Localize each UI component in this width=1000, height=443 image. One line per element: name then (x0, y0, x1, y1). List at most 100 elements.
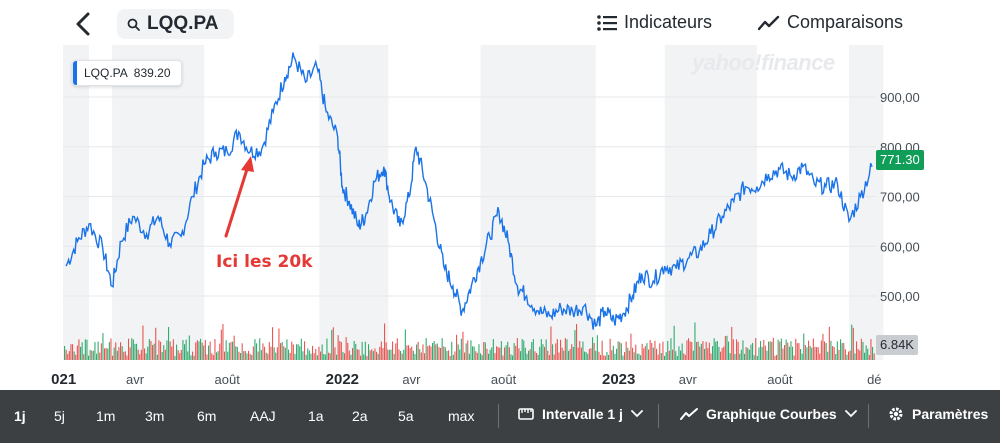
volume-bar (348, 350, 350, 360)
volume-bar (256, 343, 258, 360)
range-1a[interactable]: 1a (308, 408, 324, 424)
volume-bar (496, 346, 498, 360)
volume-bar (652, 347, 654, 360)
volume-bar (564, 338, 566, 360)
volume-bar (825, 343, 827, 360)
range-3m[interactable]: 3m (145, 408, 165, 424)
volume-bar (209, 341, 211, 360)
symbol-search[interactable]: LQQ.PA (117, 9, 234, 39)
volume-bar (804, 345, 806, 360)
volume-bar (486, 348, 488, 360)
volume-bar (640, 355, 642, 360)
volume-bar (238, 351, 240, 360)
volume-bar (768, 341, 770, 360)
volume-bar (398, 349, 400, 360)
x-tick-label: avr (126, 372, 145, 387)
volume-bar (604, 355, 606, 360)
volume-bar (571, 344, 573, 360)
volume-bar (171, 346, 173, 360)
volume-bar (211, 353, 213, 360)
range-1j[interactable]: 1j (14, 408, 26, 424)
volume-bar (817, 347, 819, 360)
chevron-left-icon (76, 12, 90, 36)
volume-bar (550, 326, 552, 360)
volume-bar (771, 341, 773, 360)
volume-bar (296, 344, 298, 360)
x-tick-label: 021 (51, 371, 76, 388)
volume-bar (712, 346, 714, 360)
volume-bar (224, 351, 226, 360)
volume-bar (872, 346, 874, 360)
volume-bar (185, 339, 187, 360)
volume-bar (710, 353, 712, 360)
volume-bar (376, 351, 378, 360)
volume-bar (492, 339, 494, 360)
indicators-button[interactable]: Indicateurs (597, 12, 712, 33)
volume-bar (137, 349, 139, 360)
volume-bar (313, 353, 315, 360)
volume-bar (252, 346, 254, 360)
volume-bar (536, 353, 538, 360)
volume-bar (628, 350, 630, 360)
volume-bar (83, 354, 85, 360)
volume-bar (163, 345, 165, 360)
volume-bar (862, 341, 864, 360)
volume-bar (161, 351, 163, 360)
volume-bar (316, 355, 318, 360)
volume-bar (332, 327, 334, 360)
volume-bar (662, 341, 664, 360)
volume-bar (286, 339, 288, 360)
volume-bar (625, 341, 627, 360)
interval-label: Intervalle 1 j (542, 406, 623, 422)
volume-bar (481, 355, 483, 360)
volume-bar (432, 343, 434, 360)
range-5a[interactable]: 5a (398, 408, 414, 424)
settings-button[interactable]: Paramètres (888, 406, 988, 422)
volume-bar (729, 353, 731, 360)
volume-bar (345, 337, 347, 360)
volume-bar (560, 339, 562, 360)
volume-bar (820, 340, 822, 360)
volume-bar (707, 348, 709, 360)
y-tick-label: 900,00 (880, 90, 920, 105)
volume-bar (460, 338, 462, 360)
volume-bar (763, 340, 765, 360)
volume-bar (228, 342, 230, 360)
back-button[interactable] (70, 10, 98, 38)
volume-bar (443, 346, 445, 360)
volume-bar (412, 350, 414, 360)
volume-bar (230, 342, 232, 360)
volume-bar (528, 350, 530, 360)
range-max[interactable]: max (448, 408, 475, 424)
volume-bar (600, 355, 602, 360)
volume-bar (787, 342, 789, 360)
interval-dropdown[interactable]: Intervalle 1 j (518, 406, 643, 422)
range-1m[interactable]: 1m (96, 408, 116, 424)
volume-bar (516, 338, 518, 360)
volume-bar (558, 352, 560, 360)
volume-bar (609, 338, 611, 360)
volume-bar (753, 355, 755, 360)
range-aaj[interactable]: AAJ (250, 408, 276, 424)
volume-bar (480, 353, 482, 360)
volume-bar (470, 340, 472, 360)
range-5j[interactable]: 5j (54, 408, 65, 424)
volume-bar (272, 327, 274, 360)
volume-bar (769, 341, 771, 360)
range-2a[interactable]: 2a (352, 408, 368, 424)
chart-type-dropdown[interactable]: Graphique Courbes (680, 406, 857, 422)
volume-bar (465, 343, 467, 360)
volume-bar (369, 350, 371, 360)
volume-bar (148, 339, 150, 360)
toolbar-divider (868, 404, 869, 428)
volume-bar (267, 353, 269, 360)
volume-bar (835, 354, 837, 360)
volume-bar (222, 324, 224, 360)
range-6m[interactable]: 6m (197, 408, 217, 424)
price-line (65, 52, 873, 330)
volume-bar (796, 343, 798, 360)
volume-bar (667, 341, 669, 360)
comparisons-button[interactable]: Comparaisons (758, 12, 903, 33)
volume-bar (838, 349, 840, 360)
